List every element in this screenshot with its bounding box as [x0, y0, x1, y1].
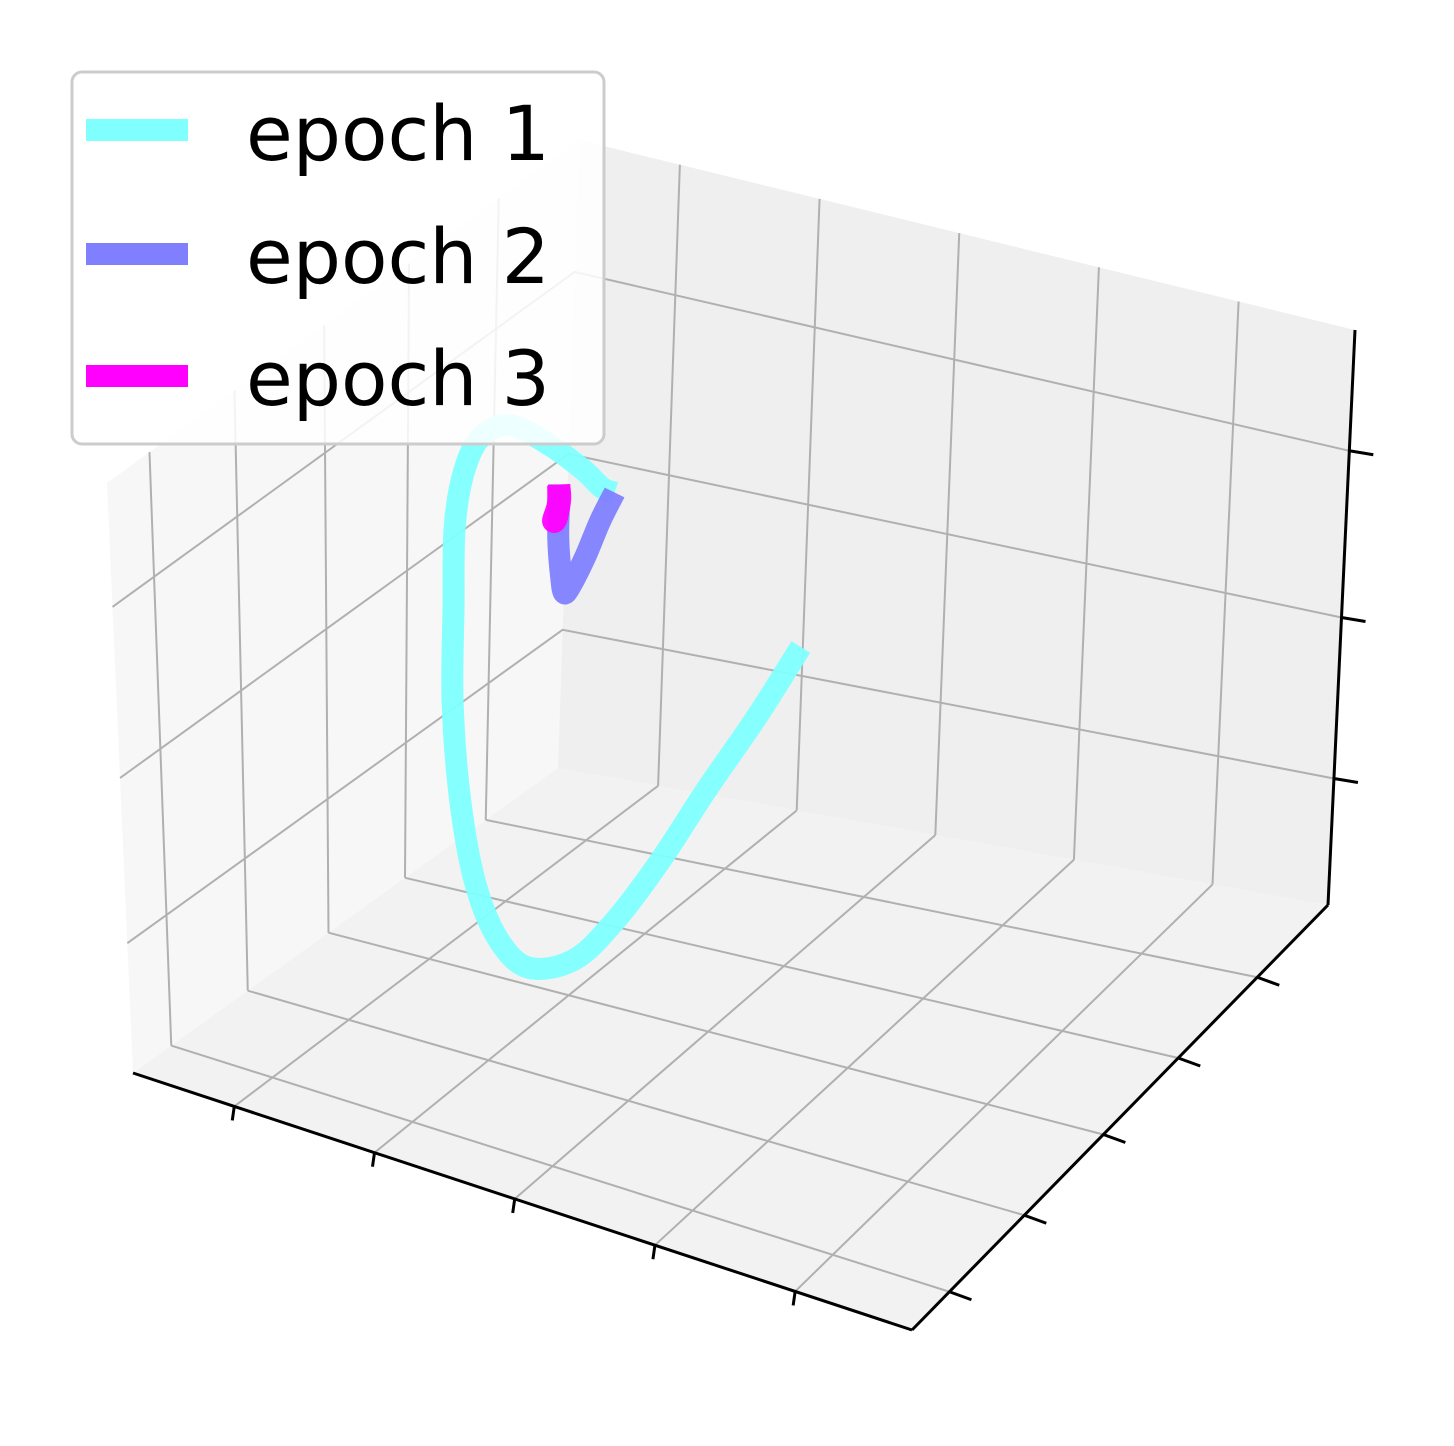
y-axis-tick [1177, 1056, 1201, 1068]
series-line-epoch-3 [542, 483, 572, 533]
grid-line [654, 859, 1075, 1246]
legend-label: epoch 2 [246, 212, 550, 301]
legend-item: epoch 2 [86, 212, 550, 301]
legend-item: epoch 3 [86, 334, 550, 423]
legend-frame [70, 70, 606, 446]
y-axis-tick [1023, 1213, 1047, 1225]
y-axis-tick [1256, 975, 1280, 987]
x-axis-tick [651, 1244, 657, 1260]
grid-line [170, 1044, 950, 1293]
legend-label: epoch 3 [246, 334, 550, 423]
x-axis-tick [230, 1106, 236, 1121]
grid-line [794, 883, 1214, 1293]
y-axis-tick [1102, 1133, 1126, 1144]
axis-lines [132, 329, 1374, 1332]
y-axis-line [910, 903, 1330, 1332]
grid-line [247, 989, 1025, 1217]
floor-pane [133, 768, 1328, 1330]
grid-line [485, 818, 1258, 979]
grid-lines [111, 164, 1350, 1293]
z-axis-tick [1341, 616, 1366, 623]
grid-line [126, 628, 1335, 945]
grid-line [373, 809, 798, 1154]
grid-line [233, 785, 659, 1108]
grid-line [404, 876, 1179, 1059]
grid-line [514, 834, 936, 1200]
grid-line [328, 931, 1104, 1136]
legend-item: epoch 1 [86, 89, 550, 178]
x-axis-line [132, 1071, 913, 1332]
z-axis-tick [1333, 777, 1359, 784]
x-axis-tick [791, 1291, 797, 1306]
x-axis-tick [371, 1152, 376, 1167]
legend: epoch 1 epoch 2 epoch 3 [70, 70, 606, 446]
x-axis-tick [511, 1198, 517, 1214]
y-axis-tick [948, 1290, 972, 1302]
legend-label: epoch 1 [246, 89, 550, 178]
z-axis-tick [1349, 449, 1374, 457]
